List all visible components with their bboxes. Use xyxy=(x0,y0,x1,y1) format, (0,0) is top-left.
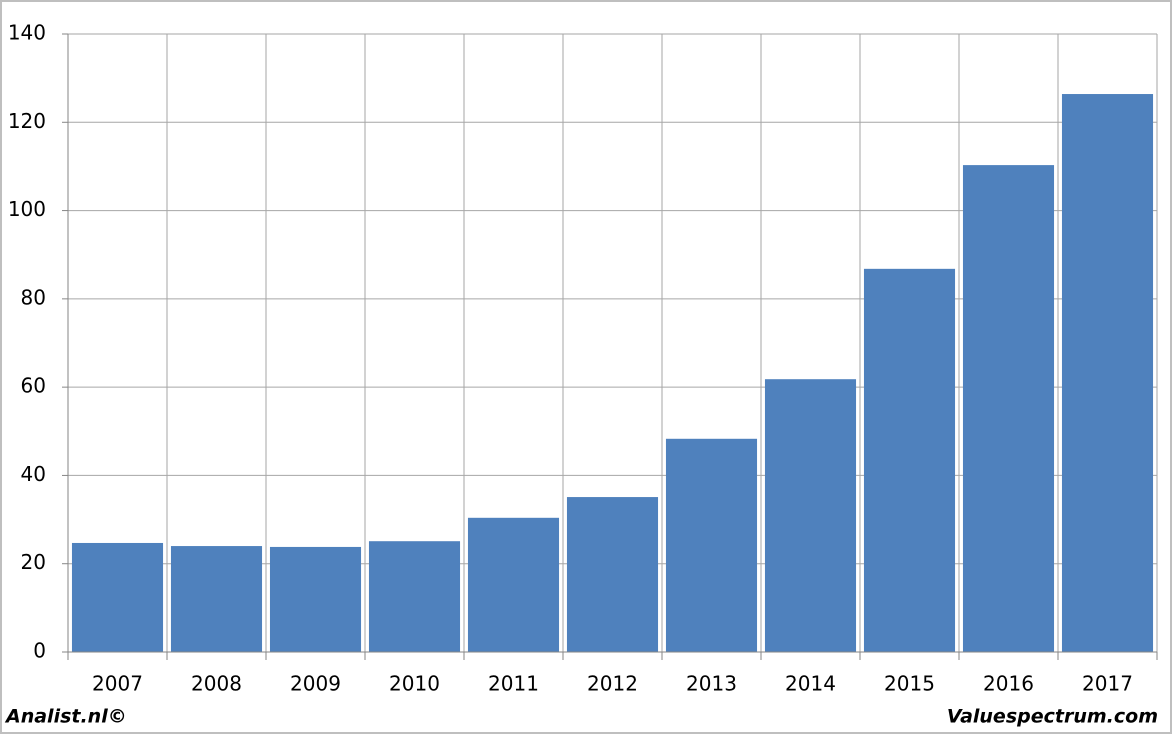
x-tick-label: 2007 xyxy=(92,672,143,696)
bar xyxy=(764,379,857,652)
y-tick-label: 0 xyxy=(33,639,46,663)
bar xyxy=(962,165,1055,652)
y-tick-label: 40 xyxy=(21,462,46,486)
credit-right: Valuespectrum.com xyxy=(947,706,1158,728)
x-tick-label: 2011 xyxy=(488,672,539,696)
y-tick-label: 60 xyxy=(21,374,46,398)
bar xyxy=(566,497,659,652)
y-tick-label: 140 xyxy=(8,21,46,45)
bar xyxy=(1061,94,1154,652)
y-tick-label: 80 xyxy=(21,285,46,309)
y-tick-label: 20 xyxy=(21,550,46,574)
x-tick-label: 2015 xyxy=(884,672,935,696)
x-tick-label: 2012 xyxy=(587,672,638,696)
bar xyxy=(269,546,362,652)
x-tick-label: 2008 xyxy=(191,672,242,696)
x-tick-label: 2010 xyxy=(389,672,440,696)
y-tick-label: 120 xyxy=(8,109,46,133)
bar xyxy=(368,541,461,652)
bar xyxy=(665,438,758,652)
x-tick-label: 2009 xyxy=(290,672,341,696)
x-tick-label: 2014 xyxy=(785,672,836,696)
bar xyxy=(467,517,560,652)
bar xyxy=(863,268,956,652)
credit-left: Analist.nl© xyxy=(4,706,127,728)
bar xyxy=(71,542,164,652)
x-tick-label: 2013 xyxy=(686,672,737,696)
y-tick-label: 100 xyxy=(8,197,46,221)
x-tick-label: 2017 xyxy=(1082,672,1133,696)
x-tick-label: 2016 xyxy=(983,672,1034,696)
bar xyxy=(170,546,263,652)
